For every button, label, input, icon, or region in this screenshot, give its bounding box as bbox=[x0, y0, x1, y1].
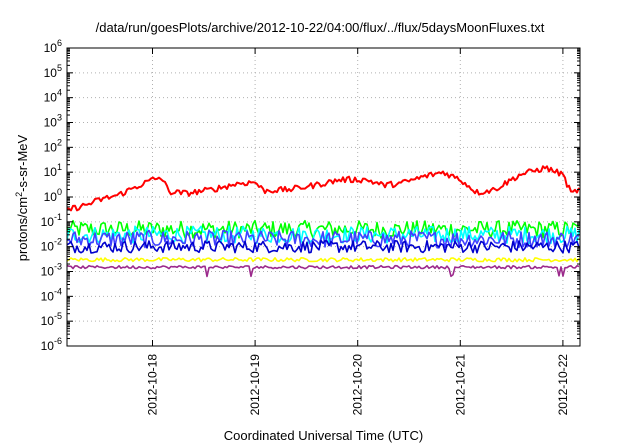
y-tick-label: 103 bbox=[44, 113, 62, 130]
ticks: 10-6 10-5 10-4 10-3 10-2 10-1 100 101 102 103 104 1… bbox=[41, 38, 580, 415]
x-tick-label: 2012-10-21 bbox=[453, 354, 467, 416]
y-tick-label: 10-1 bbox=[41, 212, 62, 229]
series-line bbox=[66, 165, 580, 212]
y-tick-label: 102 bbox=[44, 137, 62, 154]
chart-title: /data/run/goesPlots/archive/2012-10-22/0… bbox=[95, 20, 545, 35]
x-tick-label: 2012-10-18 bbox=[146, 354, 160, 416]
series-layer bbox=[66, 165, 580, 278]
series-line bbox=[66, 229, 580, 249]
x-tick-label: 2012-10-22 bbox=[556, 354, 570, 416]
series-line bbox=[66, 239, 580, 254]
y-tick-label: 10-2 bbox=[41, 237, 62, 254]
y-tick-label: 100 bbox=[44, 187, 62, 204]
y-tick-label: 10-5 bbox=[41, 311, 62, 328]
series-line bbox=[66, 264, 580, 278]
y-tick-label: 104 bbox=[44, 88, 62, 105]
x-axis-label: Coordinated Universal Time (UTC) bbox=[223, 428, 424, 443]
series-line bbox=[66, 256, 580, 263]
y-tick-label: 106 bbox=[44, 38, 62, 55]
y-tick-label: 101 bbox=[44, 162, 62, 179]
grid bbox=[67, 48, 580, 346]
y-tick-label: 10-6 bbox=[41, 336, 62, 353]
x-tick-label: 2012-10-19 bbox=[248, 354, 262, 416]
y-tick-label: 10-4 bbox=[41, 286, 62, 303]
y-tick-label: 10-3 bbox=[41, 262, 62, 279]
y-tick-label: 105 bbox=[44, 63, 62, 80]
x-tick-label: 2012-10-20 bbox=[351, 354, 365, 416]
